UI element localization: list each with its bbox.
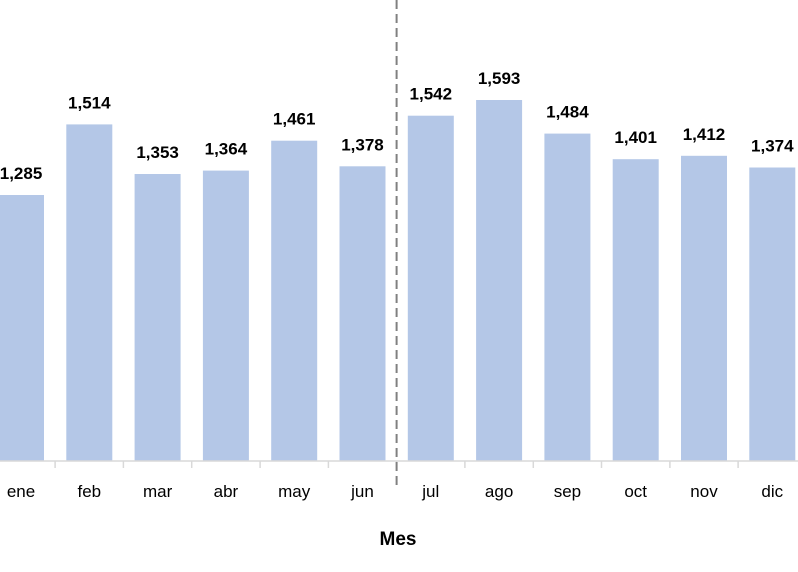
x-axis-title: Mes — [380, 529, 417, 550]
value-label-mar: 1,353 — [136, 143, 179, 162]
bar-jul — [407, 115, 454, 461]
bar-sep — [544, 133, 591, 461]
value-label-oct: 1,401 — [614, 128, 657, 147]
value-label-sep: 1,484 — [546, 103, 589, 122]
tick-label-sep: sep — [554, 482, 581, 501]
bar-may — [271, 140, 318, 461]
tick-label-jul: jul — [421, 482, 439, 501]
bar-abr — [202, 170, 249, 461]
tick-label-abr: abr — [214, 482, 239, 501]
x-tick-labels-group: ene feb mar abr may jun jul ago sep oct nov dic — [7, 482, 784, 501]
tick-label-may: may — [278, 482, 311, 501]
bar-ene — [0, 195, 44, 461]
tick-label-nov: nov — [690, 482, 718, 501]
value-label-nov: 1,412 — [683, 125, 726, 144]
value-label-jul: 1,542 — [410, 85, 453, 104]
x-axis — [0, 460, 798, 468]
bar-mar — [134, 174, 181, 461]
bar-dic — [749, 167, 796, 461]
value-labels-group: 1,285 1,514 1,353 1,364 1,461 1,378 1,542 1,593… — [0, 69, 794, 183]
value-label-dic: 1,374 — [751, 137, 794, 156]
bar-nov — [681, 155, 727, 462]
tick-label-oct: oct — [624, 482, 647, 501]
tick-label-feb: feb — [77, 482, 101, 501]
value-label-ene: 1,285 — [0, 164, 42, 183]
bar-feb — [66, 124, 113, 462]
bar-jun — [339, 166, 386, 462]
value-label-ago: 1,593 — [478, 69, 521, 88]
value-label-abr: 1,364 — [205, 140, 248, 159]
value-label-may: 1,461 — [273, 110, 316, 129]
bars-group — [0, 100, 796, 462]
bar-oct — [612, 159, 659, 461]
tick-label-ago: ago — [485, 482, 513, 501]
tick-label-ene: ene — [7, 482, 35, 501]
tick-label-dic: dic — [761, 482, 783, 501]
tick-label-jun: jun — [350, 482, 374, 501]
bar-ago — [476, 100, 523, 461]
value-label-feb: 1,514 — [68, 93, 111, 112]
value-label-jun: 1,378 — [341, 135, 384, 154]
tick-label-mar: mar — [143, 482, 173, 501]
